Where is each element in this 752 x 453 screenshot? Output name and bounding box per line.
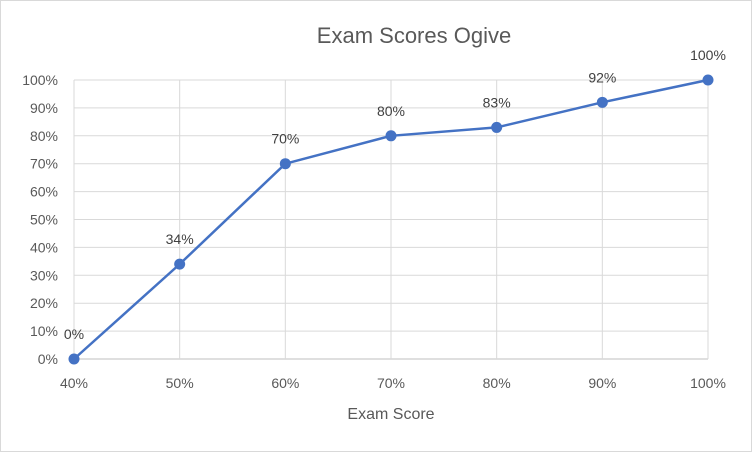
x-tick-label: 50% <box>166 375 194 391</box>
data-label: 80% <box>377 103 405 119</box>
data-point <box>385 130 397 142</box>
data-label: 70% <box>271 131 299 147</box>
x-tick-label: 100% <box>690 375 726 391</box>
data-point <box>279 158 291 170</box>
data-label: 0% <box>64 326 84 342</box>
chart-title: Exam Scores Ogive <box>317 23 511 48</box>
data-label: 83% <box>483 94 511 110</box>
y-tick-label: 60% <box>30 184 58 200</box>
y-tick-label: 30% <box>30 267 58 283</box>
y-tick-label: 80% <box>30 128 58 144</box>
data-label: 34% <box>166 231 194 247</box>
data-point <box>596 96 608 108</box>
y-tick-label: 70% <box>30 156 58 172</box>
y-tick-label: 40% <box>30 239 58 255</box>
data-label: 100% <box>690 47 726 63</box>
x-axis-title: Exam Score <box>347 406 434 423</box>
x-tick-label: 70% <box>377 375 405 391</box>
data-label: 92% <box>588 69 616 85</box>
y-tick-label: 90% <box>30 100 58 116</box>
y-tick-label: 50% <box>30 212 58 228</box>
x-tick-label: 60% <box>271 375 299 391</box>
data-point <box>174 258 186 270</box>
data-point <box>702 74 714 86</box>
x-tick-label: 80% <box>483 375 511 391</box>
data-point <box>68 353 80 365</box>
x-tick-label: 40% <box>60 375 88 391</box>
y-tick-label: 100% <box>22 72 58 88</box>
y-tick-label: 0% <box>38 351 58 367</box>
data-point <box>491 121 503 133</box>
y-tick-label: 10% <box>30 323 58 339</box>
y-tick-label: 20% <box>30 295 58 311</box>
x-tick-label: 90% <box>588 375 616 391</box>
